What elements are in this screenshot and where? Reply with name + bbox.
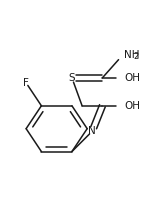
Text: F: F (23, 78, 29, 88)
Text: OH: OH (124, 73, 140, 83)
Text: 2: 2 (133, 52, 138, 61)
Text: NH: NH (124, 50, 140, 60)
Text: S: S (69, 73, 75, 83)
Text: OH: OH (124, 101, 140, 111)
Text: N: N (88, 126, 96, 136)
